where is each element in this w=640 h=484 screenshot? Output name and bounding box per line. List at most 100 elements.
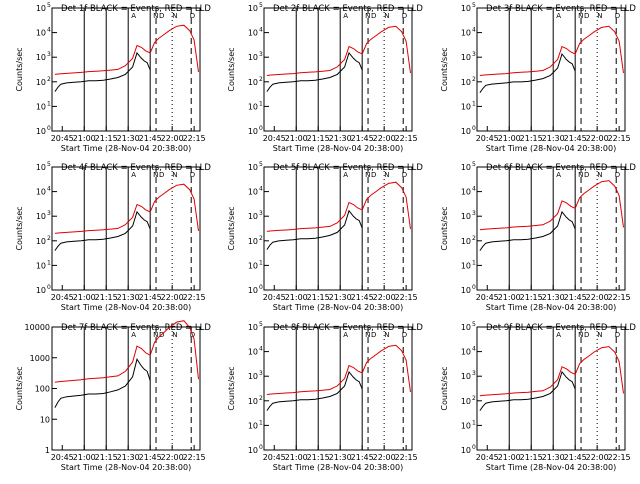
x-tick-label: 20:45 xyxy=(476,134,499,143)
marker-letter: A xyxy=(343,12,348,20)
y-tick-label: 10 xyxy=(36,127,46,136)
y-tick-exponent: 5 xyxy=(472,321,476,328)
y-tick-label: 10 xyxy=(248,78,258,87)
series-events-line xyxy=(54,357,151,408)
y-tick-exponent: 3 xyxy=(259,210,263,217)
y-tick-exponent: 0 xyxy=(472,444,476,451)
x-tick-label: 22:15 xyxy=(183,453,206,462)
y-tick-label: 10 xyxy=(248,446,258,455)
y-tick-label: 10 xyxy=(461,237,471,246)
y-tick-exponent: 5 xyxy=(47,161,51,168)
series-lld-line xyxy=(54,320,199,383)
y-tick-label: 10 xyxy=(248,261,258,270)
x-tick-label: 20:45 xyxy=(263,453,286,462)
x-tick-label: 21:45 xyxy=(351,134,374,143)
y-tick-label: 10 xyxy=(40,415,50,424)
x-tick-label: 21:00 xyxy=(498,293,521,302)
plot-frame xyxy=(476,326,626,451)
marker-letter: N xyxy=(597,12,602,20)
y-tick-exponent: 1 xyxy=(47,259,51,266)
y-tick-exponent: 0 xyxy=(47,284,51,291)
x-tick-label: 21:00 xyxy=(285,293,308,302)
marker-letter: A xyxy=(131,12,136,20)
x-tick-label: 21:15 xyxy=(307,453,330,462)
y-tick-label: 10 xyxy=(36,188,46,197)
y-tick-exponent: 3 xyxy=(472,51,476,58)
y-tick-exponent: 3 xyxy=(259,370,263,377)
y-tick-exponent: 0 xyxy=(472,284,476,291)
series-lld-line xyxy=(479,346,624,397)
x-tick-label: 20:45 xyxy=(476,453,499,462)
y-tick-exponent: 2 xyxy=(259,395,263,402)
y-tick-label: 10 xyxy=(36,53,46,62)
x-tick-label: 22:00 xyxy=(161,134,184,143)
y-tick-exponent: 0 xyxy=(259,444,263,451)
y-tick-label: 10 xyxy=(248,323,258,332)
marker-letter: D xyxy=(371,331,376,339)
marker-letter: N xyxy=(384,12,389,20)
series-events-line xyxy=(266,209,363,250)
series-events-line xyxy=(479,52,576,93)
x-tick-label: 21:30 xyxy=(329,134,352,143)
x-tick-label: 21:00 xyxy=(285,453,308,462)
y-tick-label: 10 xyxy=(248,127,258,136)
y-tick-label: 10 xyxy=(248,4,258,13)
y-tick-exponent: 1 xyxy=(259,419,263,426)
x-tick-label: 21:15 xyxy=(307,293,330,302)
x-tick-label: 22:00 xyxy=(373,293,396,302)
y-axis-label: Counts/sec xyxy=(15,366,24,410)
marker-letter: N xyxy=(578,331,583,339)
marker-letter: A xyxy=(131,331,136,339)
marker-letter: N xyxy=(172,171,177,179)
marker-letter: D xyxy=(615,12,620,20)
y-tick-label: 1000 xyxy=(30,354,50,363)
marker-letter: N xyxy=(365,171,370,179)
y-axis-label: Counts/sec xyxy=(440,366,449,410)
plot-frame xyxy=(51,7,201,132)
x-tick-label: 22:00 xyxy=(373,134,396,143)
x-tick-label: 21:30 xyxy=(542,293,565,302)
y-tick-exponent: 2 xyxy=(47,235,51,242)
marker-letter: D xyxy=(615,331,620,339)
series-events-line xyxy=(54,51,151,92)
x-tick-label: 21:30 xyxy=(542,134,565,143)
marker-letter: N xyxy=(153,331,158,339)
x-tick-label: 21:30 xyxy=(117,134,140,143)
y-axis-label: Counts/sec xyxy=(440,47,449,91)
y-tick-label: 10 xyxy=(461,53,471,62)
x-tick-label: 22:00 xyxy=(586,453,609,462)
y-tick-exponent: 1 xyxy=(259,100,263,107)
x-tick-label: 21:30 xyxy=(329,293,352,302)
marker-letter: N xyxy=(153,12,158,20)
x-axis-label: Start Time (28-Nov-04 20:38:00) xyxy=(486,463,616,472)
x-axis-label: Start Time (28-Nov-04 20:38:00) xyxy=(486,144,616,153)
marker-letter: D xyxy=(584,12,589,20)
series-lld-line xyxy=(54,24,199,75)
marker-letter: N xyxy=(365,331,370,339)
panel-title: Det 3f BLACK = Events, RED = LLD xyxy=(486,4,636,14)
x-tick-label: 22:15 xyxy=(608,134,631,143)
marker-letter: N xyxy=(384,171,389,179)
panel-title: Det 8f BLACK = Events, RED = LLD xyxy=(273,323,423,333)
x-tick-label: 21:00 xyxy=(498,134,521,143)
marker-letter: D xyxy=(584,171,589,179)
x-tick-label: 21:45 xyxy=(351,453,374,462)
panel-title: Det 1f BLACK = Events, RED = LLD xyxy=(61,4,211,14)
x-tick-label: 20:45 xyxy=(51,134,74,143)
y-tick-label: 10 xyxy=(36,29,46,38)
y-axis-label: Counts/sec xyxy=(440,206,449,250)
series-lld-line xyxy=(266,25,411,76)
marker-letter: A xyxy=(556,331,561,339)
y-tick-exponent: 0 xyxy=(259,284,263,291)
x-tick-label: 21:15 xyxy=(307,134,330,143)
y-tick-label: 10 xyxy=(461,446,471,455)
marker-letter: N xyxy=(172,331,177,339)
x-tick-label: 21:15 xyxy=(95,453,118,462)
y-tick-label: 10 xyxy=(248,348,258,357)
series-lld-line xyxy=(479,180,624,231)
x-tick-label: 21:15 xyxy=(520,134,543,143)
marker-letter: N xyxy=(384,331,389,339)
